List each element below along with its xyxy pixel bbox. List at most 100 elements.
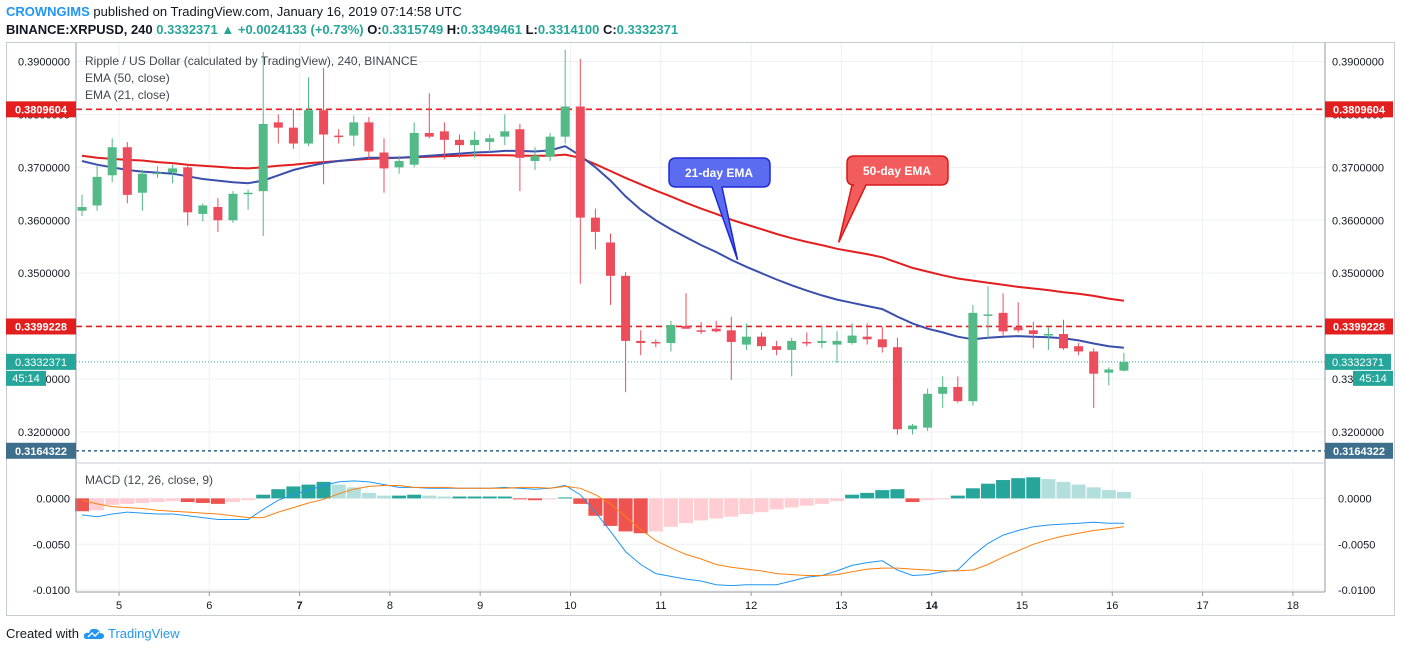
level-label-left-bg — [6, 101, 76, 118]
callout-21day-text: 21-day EMA — [685, 166, 753, 180]
macd-histogram-bar — [754, 498, 769, 513]
candle-body — [923, 393, 933, 428]
ema21-line — [81, 145, 1125, 349]
candle-body — [198, 205, 208, 214]
price-chart[interactable]: 5 6 7 8 9 10 11 12 13 14 15 16 17 18 0.3900000 0.390000… — [0, 0, 1401, 620]
x-tick-label: 5 — [116, 600, 122, 612]
level-label-left-bg — [6, 442, 76, 459]
candle-body — [273, 122, 283, 128]
candle-body — [409, 132, 419, 165]
candle-body — [832, 340, 842, 345]
candle-body — [137, 173, 147, 193]
macd-histogram-bar — [437, 496, 452, 499]
macd-tick-label-left: 0.0000 — [36, 493, 70, 505]
macd-histogram-bar — [709, 498, 724, 519]
macd-histogram-bar — [286, 486, 301, 499]
macd-histogram-bar — [543, 498, 558, 500]
macd-histogram-bar — [195, 498, 210, 503]
y-tick-label-left: 0.3500000 — [18, 268, 70, 280]
macd-histogram-bar — [528, 498, 542, 501]
candle-body — [696, 330, 706, 332]
macd-histogram-bar — [241, 498, 256, 501]
macd-histogram-bar — [165, 498, 180, 502]
macd-tick-label-left: -0.0050 — [33, 539, 70, 551]
level-label-right-bg — [1325, 318, 1393, 335]
candle-body — [455, 139, 464, 146]
candle-body — [213, 207, 223, 221]
macd-histogram-bar — [950, 495, 965, 499]
candle-body — [590, 217, 600, 232]
macd-histogram-bar — [1071, 484, 1086, 499]
macd-histogram-bar — [1041, 479, 1056, 499]
candle-body — [1089, 351, 1099, 374]
created-with-text: Created with — [6, 626, 79, 641]
macd-histogram-bar — [905, 498, 920, 503]
macd-histogram-bar — [120, 498, 135, 504]
candle-body — [92, 176, 102, 206]
x-tick-label: 16 — [1106, 600, 1118, 612]
macd-histogram-bar — [180, 498, 195, 503]
macd-histogram-bar — [875, 490, 890, 499]
candle-body — [319, 110, 329, 135]
macd-histogram-bar — [331, 484, 346, 499]
footer: Created with TradingView — [6, 626, 180, 641]
axis-price-labels: 0.3809604 0.3809604 0.3399228 0.3399228 0.31… — [6, 101, 1393, 459]
candle-body — [288, 127, 298, 144]
tradingview-link[interactable]: TradingView — [107, 626, 180, 641]
candle-body — [651, 341, 661, 344]
level-label-right: 0.3164322 — [1333, 446, 1385, 458]
countdown-left-bg — [6, 370, 46, 386]
macd-histogram-bar — [407, 494, 422, 499]
macd-histogram-bar — [935, 498, 950, 500]
macd-histogram-bar — [739, 498, 754, 514]
countdown-right-bg — [1353, 370, 1393, 386]
ohlc-bar: BINANCE:XRPUSD, 240 0.3332371 ▲ +0.00241… — [6, 22, 678, 37]
candle-body — [515, 129, 525, 158]
callout-50day-bubble — [837, 155, 949, 243]
candle-body — [983, 314, 993, 316]
candle-body — [711, 328, 721, 332]
macd-histogram-bar — [452, 496, 467, 499]
candle-body — [334, 135, 344, 138]
macd-histogram-bar — [301, 484, 316, 499]
candle-body — [998, 312, 1008, 332]
macd-histogram-bar — [920, 498, 935, 501]
candle-body — [107, 147, 117, 176]
candle-body — [424, 132, 434, 137]
candle-body — [1104, 369, 1114, 373]
candle-body — [1043, 334, 1053, 336]
macd-histogram-bar — [377, 495, 391, 499]
candle-body — [485, 138, 495, 142]
candle-body — [726, 330, 736, 342]
macd-histogram-bar — [724, 498, 739, 517]
open-value: 0.3315749 — [381, 22, 444, 37]
price-change: +0.0024133 (+0.73%) — [237, 22, 364, 37]
y-tick-label-left: 0.3200000 — [18, 427, 70, 439]
candle-body — [968, 312, 978, 402]
high-label: H: — [446, 22, 461, 37]
macd-histogram-bar — [830, 498, 844, 502]
x-tick-label: 7 — [297, 600, 303, 612]
macd-histogram-bar — [1086, 487, 1101, 499]
candle-body — [666, 325, 676, 344]
level-label-right-bg — [1325, 442, 1393, 459]
macd-histogram-bar — [965, 488, 980, 499]
candle-body — [847, 335, 857, 344]
y-tick-label-right: 0.3200000 — [1332, 427, 1384, 439]
macd-histogram-bar — [422, 495, 437, 499]
macd-histogram-bar — [890, 489, 905, 499]
countdown-left: 45:14 — [12, 373, 40, 385]
author-link[interactable]: CROWNGIMS — [6, 4, 90, 19]
horizontal-levels — [76, 108, 1325, 452]
candle-body — [560, 106, 570, 137]
macd-histogram-bar — [799, 498, 814, 506]
signal-line — [81, 485, 1124, 576]
current-price-right-bg — [1325, 353, 1391, 370]
candle-body — [228, 193, 238, 221]
x-tick-label: 14 — [926, 600, 939, 612]
macd-histogram-bar — [482, 496, 497, 499]
macd-histogram-bar — [256, 494, 271, 499]
macd-histogram-bar — [346, 487, 361, 499]
candle-body — [1028, 330, 1038, 335]
x-tick-label: 9 — [477, 600, 483, 612]
